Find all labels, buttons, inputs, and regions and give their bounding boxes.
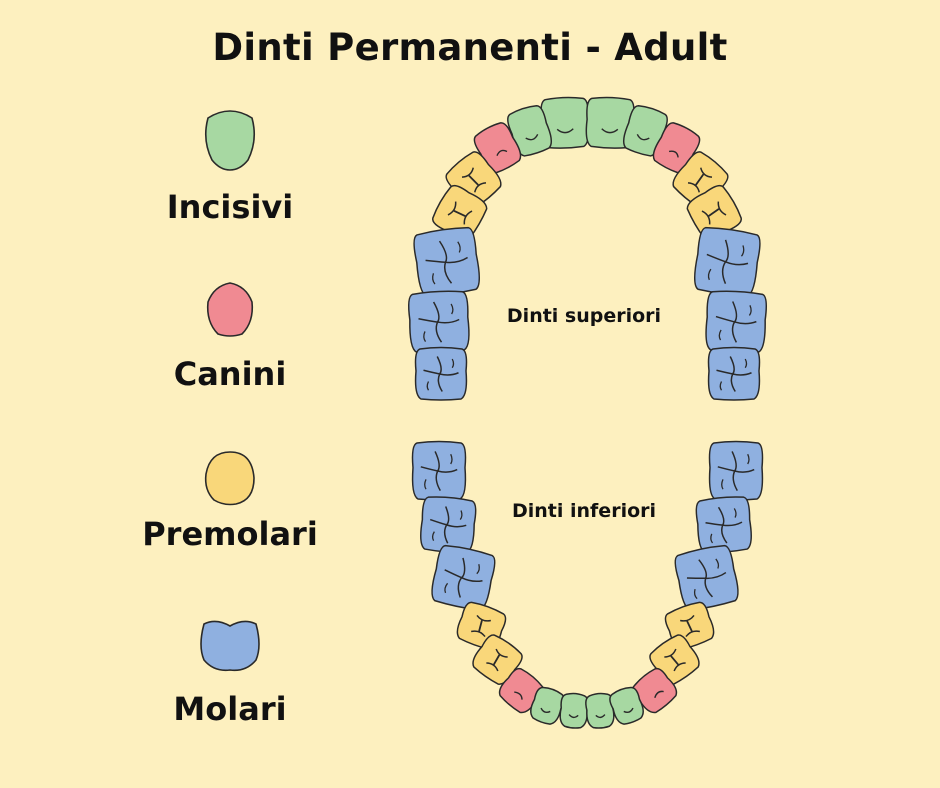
- upper-molar-tooth: [414, 346, 468, 401]
- lower-molar-tooth: [674, 544, 739, 611]
- upper-molar-tooth: [705, 290, 768, 354]
- molar-icon: [200, 620, 260, 672]
- lower-molar-tooth: [708, 440, 764, 501]
- lower-incisor-tooth: [609, 686, 644, 725]
- upper-premolar-tooth: [686, 184, 742, 241]
- legend-label-molari: Molari: [173, 690, 287, 728]
- premolar-icon: [204, 451, 255, 506]
- legend-label-premolari: Premolari: [142, 515, 318, 553]
- lower-jaw: [411, 440, 764, 729]
- lower-teeth-label: Dinti inferiori: [511, 500, 657, 522]
- upper-jaw: [407, 96, 768, 401]
- page-title: Dinti Permanenti - Adult: [212, 26, 728, 69]
- lower-molar-tooth: [695, 496, 752, 554]
- canine-icon: [206, 282, 254, 337]
- lower-incisor-tooth: [585, 692, 615, 729]
- incisor-icon: [204, 110, 256, 171]
- lower-molar-tooth: [431, 544, 496, 611]
- upper-molar-tooth: [413, 226, 481, 297]
- lower-molar-tooth: [420, 496, 477, 554]
- upper-teeth-label: Dinti superiori: [506, 305, 662, 327]
- legend-label-incisivi: Incisivi: [166, 188, 294, 226]
- lower-molar-tooth: [411, 440, 467, 501]
- lower-incisor-tooth: [559, 692, 589, 729]
- legend-label-canini: Canini: [173, 355, 287, 393]
- upper-incisor-tooth: [622, 105, 668, 157]
- lower-incisor-tooth: [530, 686, 565, 725]
- upper-molar-tooth: [693, 226, 761, 297]
- upper-molar-tooth: [707, 346, 761, 401]
- upper-molar-tooth: [407, 290, 470, 354]
- lower-premolar-tooth: [472, 634, 523, 685]
